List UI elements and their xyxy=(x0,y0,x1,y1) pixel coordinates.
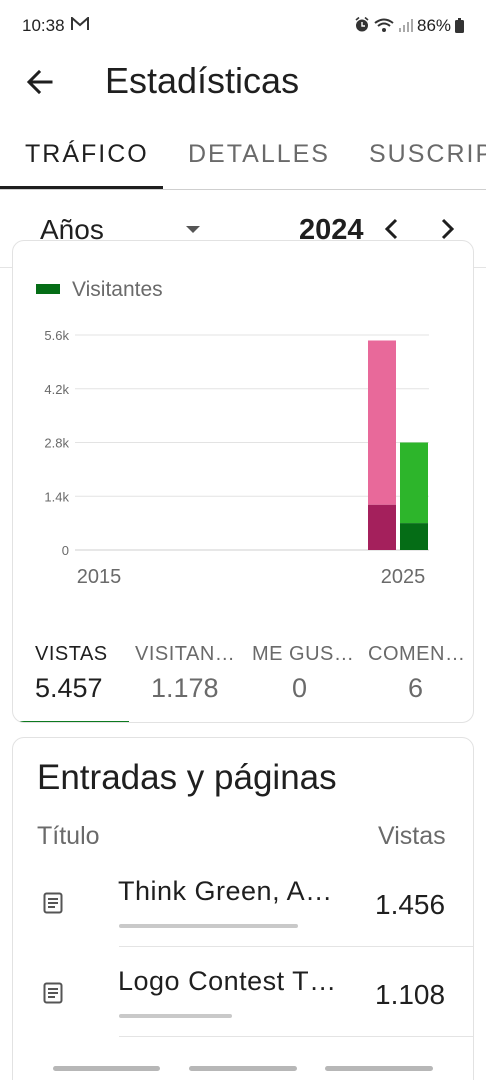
metric-value: 6 xyxy=(408,673,424,703)
post-row[interactable]: Think Green, A… 1.456 xyxy=(13,858,473,948)
document-icon xyxy=(43,982,63,1004)
posts-card-title: Entradas y páginas xyxy=(37,758,337,797)
post-title: Think Green, A… xyxy=(118,876,333,906)
metric-tabs: VISTAS 5.457 VISITAN… 1.178 ME GUS… 0 CO… xyxy=(13,636,473,722)
posts-card: Entradas y páginas Título Vistas Think G… xyxy=(12,737,474,1080)
status-time: 10:38 xyxy=(22,16,65,35)
metric-visitantes[interactable]: VISITAN… 1.178 xyxy=(129,636,245,722)
period-dropdown[interactable]: Años xyxy=(40,212,210,252)
page-title: Estadísticas xyxy=(105,60,300,101)
signal-icon xyxy=(399,19,413,32)
y-tick-label: 4.2k xyxy=(44,382,69,397)
metric-label: VISTAS xyxy=(35,643,108,665)
gesture-handle-right[interactable] xyxy=(325,1066,433,1071)
metric-value: 5.457 xyxy=(35,673,103,703)
traffic-chart-card: Visitantes 0 1.4k 2.8k 4.2k 5.6k 2015 2025 VIS… xyxy=(12,240,474,723)
document-icon xyxy=(43,892,63,914)
row-divider xyxy=(119,946,473,947)
bar-vistas-base xyxy=(368,504,396,550)
wifi-icon xyxy=(374,18,394,32)
tab-detalles[interactable]: DETALLES xyxy=(188,140,330,168)
post-row[interactable]: Logo Contest T… 1.108 xyxy=(13,948,473,1038)
metric-vistas[interactable]: VISTAS 5.457 xyxy=(13,636,129,722)
tab-bar: TRÁFICO DETALLES SUSCRIPTORES xyxy=(0,130,486,190)
gesture-handle-left[interactable] xyxy=(53,1066,160,1071)
status-bar: 10:38 86% xyxy=(0,0,486,54)
alarm-icon xyxy=(355,17,369,32)
tab-trafico[interactable]: TRÁFICO xyxy=(25,140,149,168)
battery-percent: 86% xyxy=(417,16,452,35)
post-title: Logo Contest T… xyxy=(118,966,337,996)
bar-visitantes-highlight xyxy=(400,442,428,524)
column-header-title: Título xyxy=(37,822,100,850)
active-tab-indicator xyxy=(0,186,163,189)
tab-suscriptores[interactable]: SUSCRIPTORES xyxy=(369,140,486,168)
metric-label: COMEN… xyxy=(368,643,466,665)
bar-visitantes-base xyxy=(400,523,428,550)
active-metric-indicator xyxy=(13,721,129,722)
legend-swatch-visitantes xyxy=(36,284,60,294)
y-tick-label: 2.8k xyxy=(44,436,69,451)
post-views-bar xyxy=(119,924,298,928)
row-divider xyxy=(119,1036,473,1037)
column-header-views: Vistas xyxy=(378,822,446,850)
chevron-right-icon[interactable] xyxy=(432,214,462,244)
bar-chart: 0 1.4k 2.8k 4.2k 5.6k 2015 2025 xyxy=(44,328,429,586)
metric-me-gusta[interactable]: ME GUS… 0 xyxy=(245,636,361,722)
y-tick-label: 1.4k xyxy=(44,489,69,504)
y-tick-label: 5.6k xyxy=(44,328,69,343)
x-tick-label: 2025 xyxy=(381,566,426,586)
battery-icon xyxy=(455,18,464,33)
x-tick-label: 2015 xyxy=(77,566,122,586)
gesture-handle-center[interactable] xyxy=(189,1066,297,1071)
dropdown-caret-icon xyxy=(186,226,200,233)
post-views-bar xyxy=(119,1014,232,1018)
legend-label-visitantes: Visitantes xyxy=(72,278,163,301)
chevron-left-icon[interactable] xyxy=(377,214,407,244)
metric-label: VISITAN… xyxy=(135,643,236,665)
metric-value: 0 xyxy=(292,673,308,703)
status-icons xyxy=(355,17,413,32)
metric-value: 1.178 xyxy=(151,673,219,703)
bar-vistas-highlight xyxy=(368,340,396,505)
metric-comentarios[interactable]: COMEN… 6 xyxy=(361,636,473,722)
mail-icon xyxy=(71,17,89,30)
app-bar: Estadísticas xyxy=(0,54,486,110)
metric-label: ME GUS… xyxy=(252,643,355,665)
back-arrow-icon[interactable] xyxy=(24,66,56,98)
post-views: 1.456 xyxy=(375,889,446,920)
period-unit-label: Años xyxy=(40,214,104,245)
post-views: 1.108 xyxy=(375,979,446,1010)
y-tick-label: 0 xyxy=(62,543,69,558)
